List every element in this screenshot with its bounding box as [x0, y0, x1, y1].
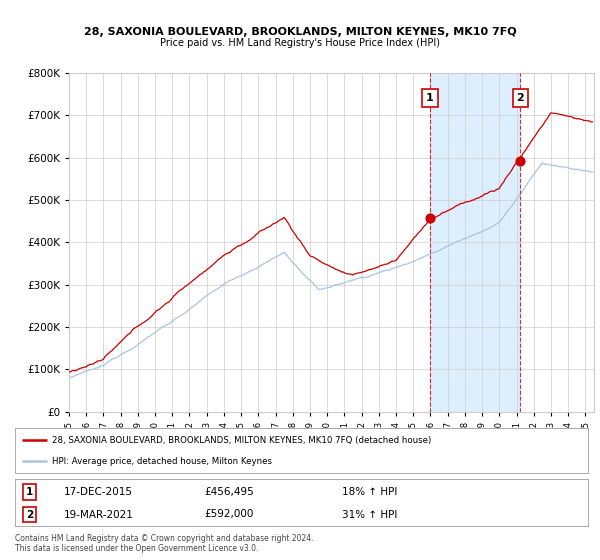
Point	[515, 156, 525, 165]
Text: 17-DEC-2015: 17-DEC-2015	[64, 487, 133, 497]
Text: HPI: Average price, detached house, Milton Keynes: HPI: Average price, detached house, Milt…	[52, 456, 272, 465]
Text: This data is licensed under the Open Government Licence v3.0.: This data is licensed under the Open Gov…	[15, 544, 259, 553]
Point	[425, 214, 434, 223]
Bar	[430, 73, 520, 412]
Text: Price paid vs. HM Land Registry's House Price Index (HPI): Price paid vs. HM Land Registry's House …	[160, 38, 440, 48]
Text: £592,000: £592,000	[204, 510, 253, 520]
Text: 28, SAXONIA BOULEVARD, BROOKLANDS, MILTON KEYNES, MK10 7FQ (detached house): 28, SAXONIA BOULEVARD, BROOKLANDS, MILTO…	[52, 436, 431, 445]
Text: 1: 1	[426, 93, 434, 103]
Text: 1: 1	[26, 487, 33, 497]
Text: 18% ↑ HPI: 18% ↑ HPI	[341, 487, 397, 497]
Text: 28, SAXONIA BOULEVARD, BROOKLANDS, MILTON KEYNES, MK10 7FQ: 28, SAXONIA BOULEVARD, BROOKLANDS, MILTO…	[83, 27, 517, 37]
Text: Contains HM Land Registry data © Crown copyright and database right 2024.: Contains HM Land Registry data © Crown c…	[15, 534, 314, 543]
Text: £456,495: £456,495	[204, 487, 254, 497]
Text: 31% ↑ HPI: 31% ↑ HPI	[341, 510, 397, 520]
Text: 19-MAR-2021: 19-MAR-2021	[64, 510, 134, 520]
Text: 2: 2	[26, 510, 33, 520]
Text: 2: 2	[517, 93, 524, 103]
